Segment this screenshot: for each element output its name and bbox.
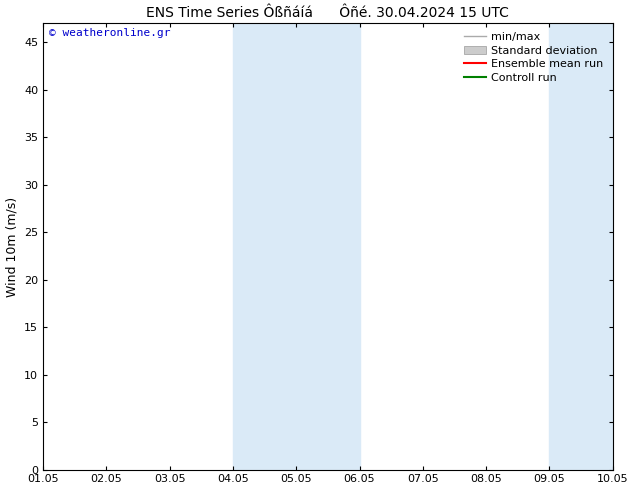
- Bar: [296, 24, 359, 469]
- Title: ENS Time Series Ôßñáíá      Ôñé. 30.04.2024 15 UTC: ENS Time Series Ôßñáíá Ôñé. 30.04.2024 1…: [146, 5, 509, 20]
- Y-axis label: Wind 10m (m/s): Wind 10m (m/s): [6, 196, 18, 296]
- Text: © weatheronline.gr: © weatheronline.gr: [49, 28, 171, 38]
- Legend: min/max, Standard deviation, Ensemble mean run, Controll run: min/max, Standard deviation, Ensemble me…: [460, 29, 607, 86]
- Bar: [233, 24, 296, 469]
- Bar: [549, 24, 612, 469]
